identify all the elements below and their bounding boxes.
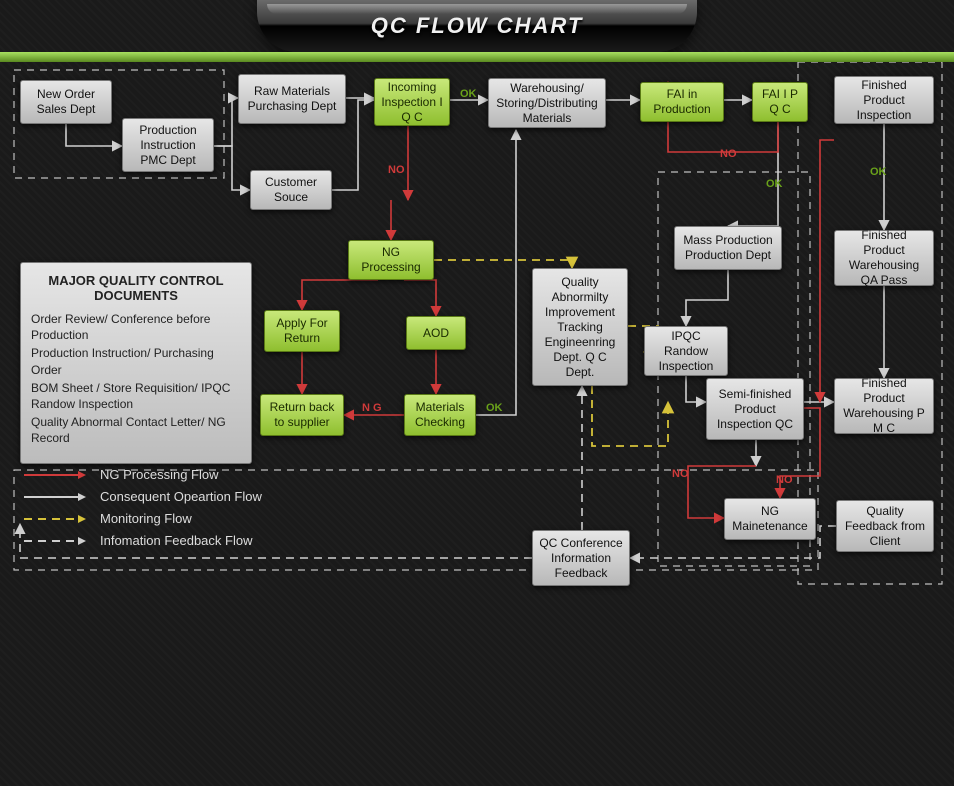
- node-apply_return: Apply For Return: [264, 310, 340, 352]
- node-mat_check: Materials Checking: [404, 394, 476, 436]
- legend-line-icon: [22, 513, 86, 525]
- legend-line-icon: [22, 535, 86, 547]
- page: QC FLOW CHART OK OK NO NO N G OK NO NO OK New Ord…: [0, 0, 954, 786]
- node-fai_prod: FAI in Production: [640, 82, 724, 122]
- node-cust_src: Customer Souce: [250, 170, 332, 210]
- edge-consequent: [66, 124, 122, 146]
- edge-consequent: [686, 270, 728, 326]
- docs-item: Quality Abnormal Contact Letter/ NG Reco…: [31, 414, 241, 446]
- legend-row: Monitoring Flow: [22, 511, 262, 526]
- node-warehousing: Warehousing/ Storing/Distributing Materi…: [488, 78, 606, 128]
- title-bar: QC FLOW CHART: [0, 0, 954, 52]
- node-raw_mat: Raw Materials Purchasing Dept: [238, 74, 346, 124]
- edge-label: NO: [670, 468, 691, 480]
- edge-label: N G: [360, 402, 384, 414]
- legend-label: NG Processing Flow: [100, 467, 218, 482]
- node-new_order: New Order Sales Dept: [20, 80, 112, 124]
- node-ng_maint: NG Mainetenance: [724, 498, 816, 540]
- docs-title: MAJOR QUALITY CONTROL DOCUMENTS: [31, 273, 241, 303]
- page-title: QC FLOW CHART: [371, 13, 584, 39]
- node-prod_instr: Production Instruction PMC Dept: [122, 118, 214, 172]
- edge-label: NO: [718, 148, 739, 160]
- legend-row: Infomation Feedback Flow: [22, 533, 262, 548]
- node-fin_wh_pmc: Finished Product Warehousing P M C: [834, 378, 934, 434]
- edge-monitoring: [592, 386, 668, 446]
- node-fai_ipqc: FAI I P Q C: [752, 82, 808, 122]
- docs-item: Order Review/ Conference before Producti…: [31, 311, 241, 343]
- node-fin_insp: Finished Product Inspection: [834, 76, 934, 124]
- edge-consequent: [214, 146, 250, 190]
- title-tab: QC FLOW CHART: [257, 0, 697, 52]
- accent-strip: [0, 52, 954, 62]
- edge-consequent: [686, 376, 706, 402]
- edge-consequent: [214, 98, 238, 146]
- node-return_supplier: Return back to supplier: [260, 394, 344, 436]
- node-ipqc_rand: IPQC Randow Inspection: [644, 326, 728, 376]
- docs-item: Production Instruction/ Purchasing Order: [31, 345, 241, 377]
- edge-ng: [404, 280, 436, 316]
- edge-consequent: [728, 122, 778, 226]
- edge-label: OK: [458, 88, 479, 100]
- legend-label: Monitoring Flow: [100, 511, 192, 526]
- edge-label: NO: [774, 474, 795, 486]
- node-mass_prod: Mass Production Production Dept: [674, 226, 782, 270]
- edge-label: OK: [764, 178, 785, 190]
- node-iqc: Incoming Inspection I Q C: [374, 78, 450, 126]
- docs-box: MAJOR QUALITY CONTROL DOCUMENTS Order Rev…: [20, 262, 252, 464]
- docs-item: BOM Sheet / Store Requisition/ IPQC Rand…: [31, 380, 241, 412]
- legend: NG Processing Flow Consequent Opeartion F…: [22, 460, 262, 555]
- legend-line-icon: [22, 491, 86, 503]
- legend-row: Consequent Opeartion Flow: [22, 489, 262, 504]
- edge-label: OK: [484, 402, 505, 414]
- node-qc_conf: QC Conference Information Feedback: [532, 530, 630, 586]
- node-quality_abn: Quality Abnormilty Improvement Tracking …: [532, 268, 628, 386]
- legend-label: Consequent Opeartion Flow: [100, 489, 262, 504]
- edge-monitoring: [434, 260, 572, 268]
- node-fin_wh_qa: Finished Product Warehousing QA Pass: [834, 230, 934, 286]
- edge-ng: [302, 280, 378, 310]
- node-ng_proc: NG Processing: [348, 240, 434, 280]
- legend-line-icon: [22, 469, 86, 481]
- edge-consequent: [476, 130, 516, 415]
- edge-label: OK: [868, 166, 889, 178]
- legend-label: Infomation Feedback Flow: [100, 533, 252, 548]
- edge-ng: [820, 140, 834, 402]
- legend-row: NG Processing Flow: [22, 467, 262, 482]
- edge-label: NO: [386, 164, 407, 176]
- flowchart-canvas: OKOKNONON GOKNONOOKNew Order Sales DeptP…: [8, 62, 946, 778]
- node-quality_fb: Quality Feedback from Client: [836, 500, 934, 552]
- node-aod: AOD: [406, 316, 466, 350]
- node-semi_insp: Semi-finished Product Inspection QC: [706, 378, 804, 440]
